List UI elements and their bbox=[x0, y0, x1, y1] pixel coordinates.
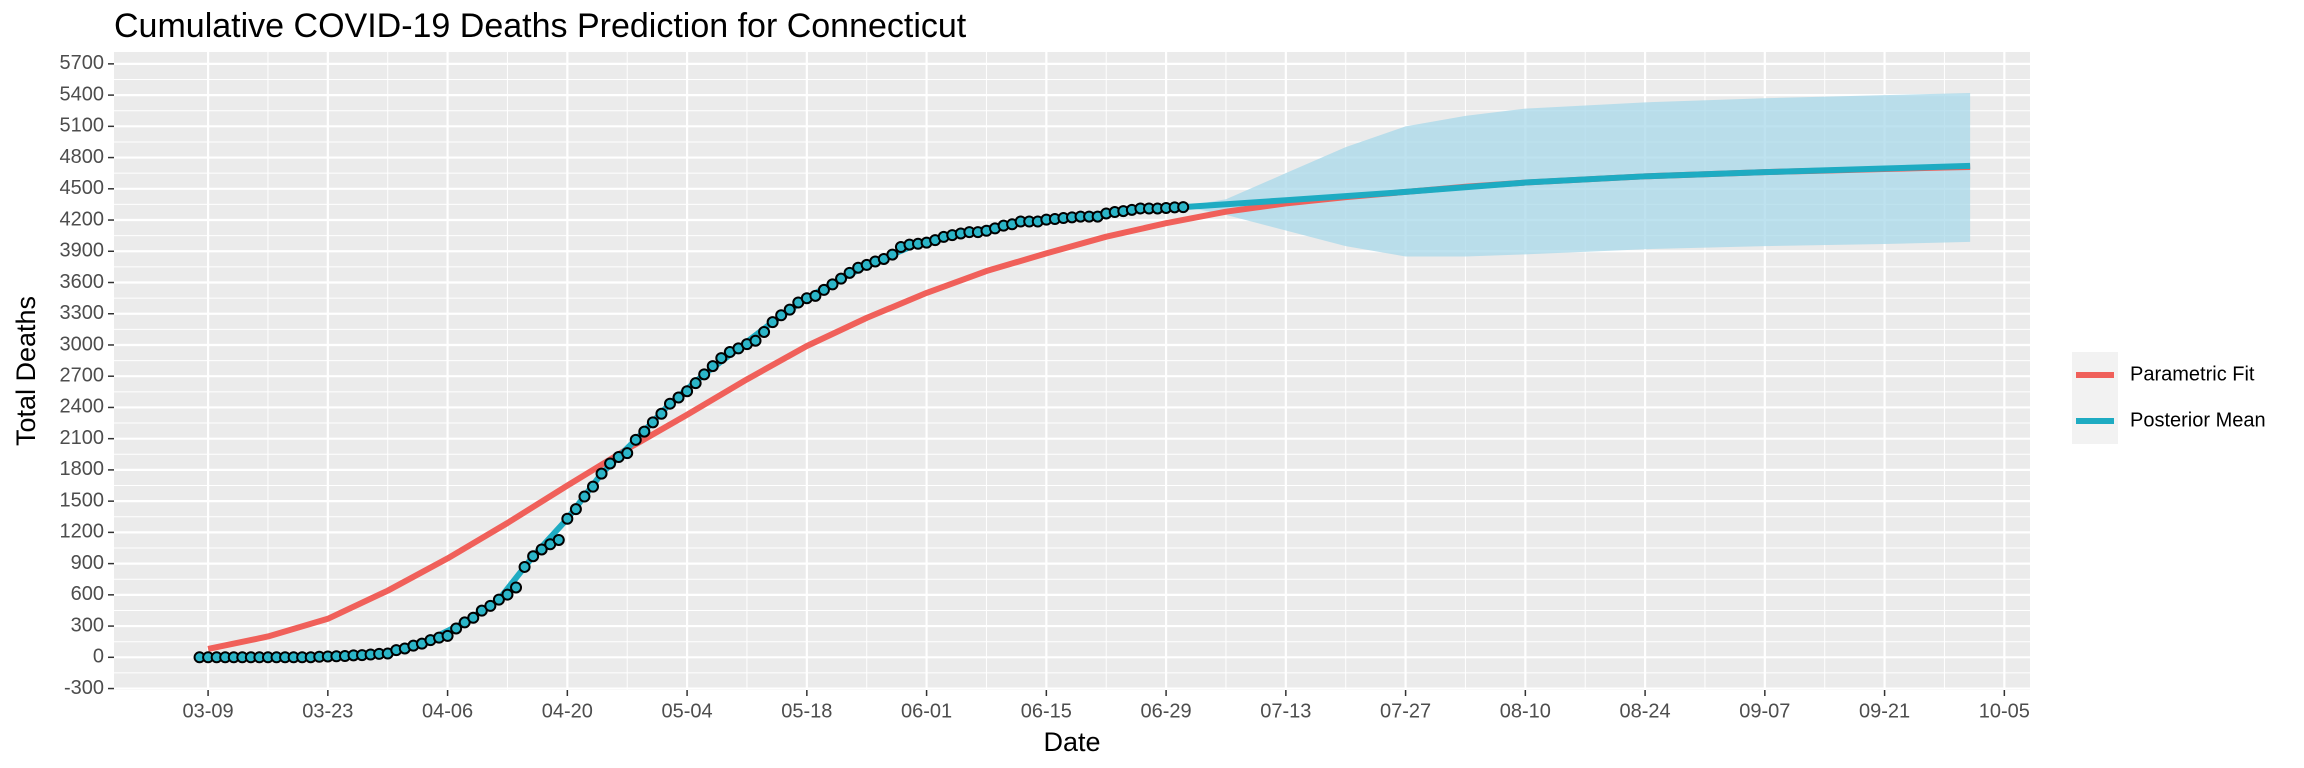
data-point bbox=[655, 407, 668, 420]
x-tick-label: 05-04 bbox=[662, 700, 713, 722]
data-point bbox=[775, 309, 788, 322]
data-point bbox=[595, 467, 608, 480]
data-point bbox=[1177, 201, 1190, 214]
x-tick-label: 04-06 bbox=[422, 700, 473, 722]
data-point bbox=[484, 599, 497, 612]
data-point bbox=[527, 550, 540, 563]
x-tick-label: 08-10 bbox=[1500, 700, 1551, 722]
data-point bbox=[569, 503, 582, 516]
data-point bbox=[501, 588, 514, 601]
x-tick-label: 09-07 bbox=[1739, 700, 1790, 722]
data-point bbox=[638, 425, 651, 438]
data-point bbox=[561, 512, 574, 525]
data-point bbox=[587, 480, 599, 493]
data-point bbox=[758, 325, 771, 338]
x-tick-label: 04-20 bbox=[542, 700, 593, 722]
chart-title: Cumulative COVID-19 Deaths Prediction fo… bbox=[114, 7, 967, 45]
x-tick-label: 06-15 bbox=[1021, 700, 1072, 722]
data-point bbox=[518, 560, 531, 573]
data-point bbox=[510, 581, 523, 594]
y-tick-label: 1200 bbox=[60, 521, 105, 543]
data-point bbox=[783, 303, 796, 316]
y-tick-label: 2700 bbox=[60, 364, 105, 386]
x-tick-label: 07-27 bbox=[1380, 700, 1431, 722]
data-point bbox=[604, 457, 617, 470]
x-axis-label: Date bbox=[1043, 727, 1100, 757]
data-point bbox=[681, 385, 694, 398]
y-tick-label: 4500 bbox=[60, 177, 105, 199]
data-point bbox=[809, 289, 822, 302]
legend-label: Posterior Mean bbox=[2130, 409, 2266, 431]
y-tick-label: 5400 bbox=[60, 83, 105, 105]
y-tick-label: 600 bbox=[71, 583, 104, 605]
data-point bbox=[698, 368, 711, 381]
y-axis-label: Total Deaths bbox=[11, 296, 41, 446]
y-tick-label: 3000 bbox=[60, 333, 105, 355]
data-point bbox=[621, 447, 634, 460]
data-point bbox=[450, 622, 463, 635]
y-tick-label: 300 bbox=[71, 614, 104, 636]
y-tick-label: 5100 bbox=[60, 115, 105, 137]
y-tick-label: 900 bbox=[71, 552, 104, 574]
x-tick-label: 05-18 bbox=[781, 700, 832, 722]
data-point bbox=[843, 266, 856, 279]
data-point bbox=[715, 352, 728, 365]
x-tick-label: 07-13 bbox=[1260, 700, 1311, 722]
data-point bbox=[663, 397, 676, 410]
data-point bbox=[578, 490, 591, 503]
y-tick-label: 5700 bbox=[60, 52, 105, 74]
data-point bbox=[749, 334, 762, 347]
data-point bbox=[817, 283, 830, 296]
data-point bbox=[689, 377, 702, 390]
data-point bbox=[552, 533, 565, 546]
data-point bbox=[826, 278, 839, 291]
legend-label: Parametric Fit bbox=[2130, 363, 2255, 385]
data-point bbox=[706, 360, 719, 373]
data-point bbox=[766, 316, 779, 329]
x-tick-label: 10-05 bbox=[1979, 700, 2030, 722]
data-point bbox=[492, 593, 505, 606]
y-tick-label: 4200 bbox=[60, 208, 105, 230]
x-tick-label: 06-29 bbox=[1141, 700, 1192, 722]
data-point bbox=[629, 433, 642, 446]
data-point bbox=[646, 416, 659, 429]
data-point bbox=[441, 629, 454, 642]
data-point bbox=[467, 611, 480, 624]
x-tick-label: 08-24 bbox=[1620, 700, 1671, 722]
x-tick-label: 03-23 bbox=[302, 700, 353, 722]
data-point bbox=[535, 543, 548, 556]
y-tick-label: 0 bbox=[93, 646, 104, 668]
y-tick-label: -300 bbox=[64, 677, 104, 699]
data-point bbox=[835, 272, 848, 285]
y-tick-label: 3900 bbox=[60, 240, 105, 262]
x-tick-label: 09-21 bbox=[1859, 700, 1910, 722]
y-tick-label: 3300 bbox=[60, 302, 105, 324]
y-tick-label: 3600 bbox=[60, 271, 105, 293]
x-tick-label: 03-09 bbox=[183, 700, 234, 722]
y-tick-label: 2100 bbox=[60, 427, 105, 449]
data-point bbox=[886, 248, 899, 261]
y-tick-label: 4800 bbox=[60, 146, 105, 168]
data-point bbox=[672, 391, 685, 404]
y-tick-label: 1800 bbox=[60, 458, 105, 480]
credible-band bbox=[1183, 93, 1971, 257]
y-tick-label: 2400 bbox=[60, 396, 105, 418]
y-tick-label: 1500 bbox=[60, 489, 105, 511]
x-tick-label: 06-01 bbox=[901, 700, 952, 722]
